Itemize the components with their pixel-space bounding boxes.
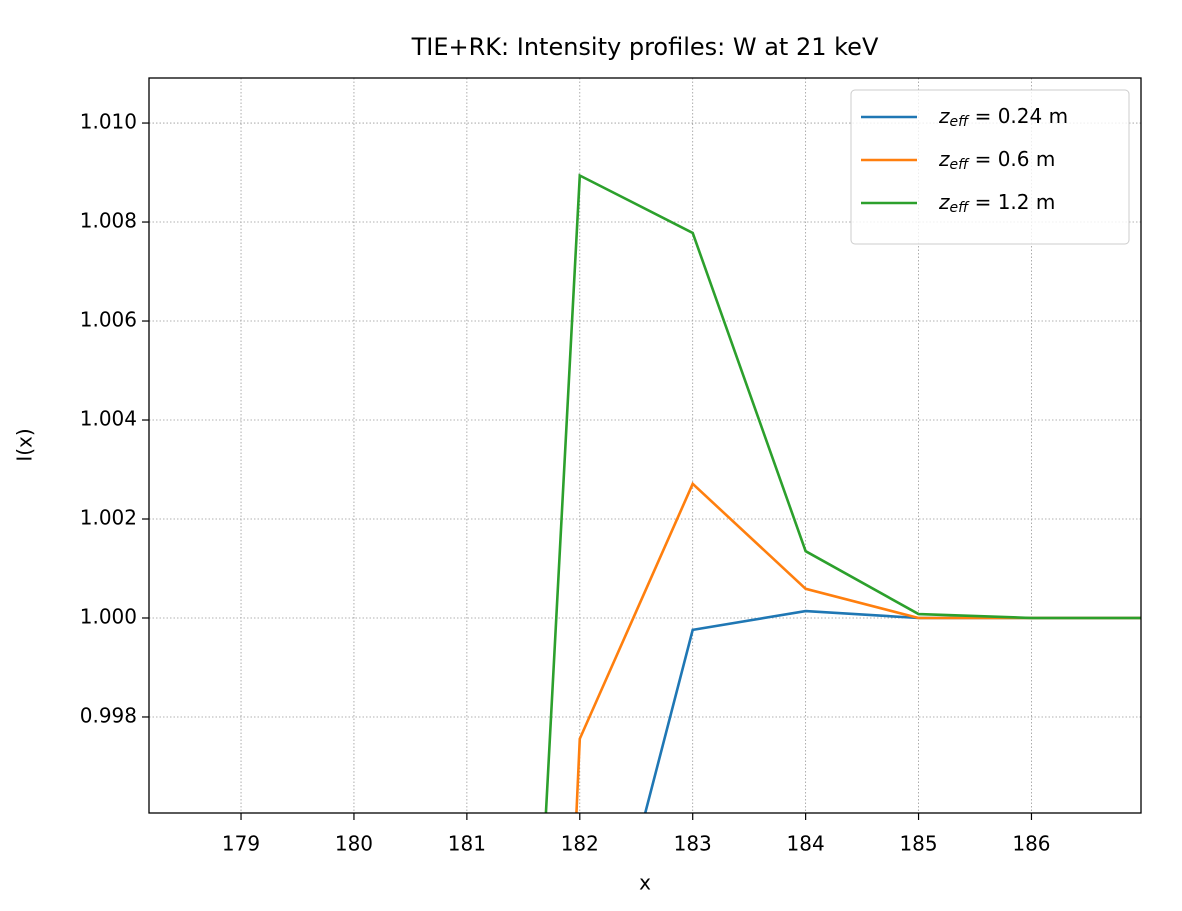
legend-label: zeff = 0.6 m — [938, 147, 1055, 174]
x-tick-label: 180 — [335, 832, 373, 856]
y-tick-label: 1.006 — [80, 308, 137, 332]
x-tick-label: 181 — [448, 832, 486, 856]
x-tick-label: 182 — [561, 832, 599, 856]
series-line — [544, 173, 1141, 813]
legend-box — [850, 89, 1130, 245]
x-tick-label: 186 — [1012, 832, 1050, 856]
y-tick-label: 1.000 — [80, 604, 137, 628]
legend: zeff = 0.24 m zeff = 0.6 m zeff = 1.2 m — [850, 89, 1130, 245]
y-tick-label: 1.002 — [80, 506, 137, 530]
legend-label: zeff = 0.24 m — [938, 104, 1068, 131]
y-tick-label: 0.998 — [80, 703, 137, 727]
plot-frame — [148, 77, 1142, 814]
plot-lines — [544, 173, 1141, 813]
y-tick-label: 1.004 — [80, 407, 137, 431]
y-axis-label: I(x) — [13, 428, 37, 461]
x-tick-label: 183 — [674, 832, 712, 856]
y-tick-label: 1.008 — [80, 209, 137, 233]
chart-title: TIE+RK: Intensity profiles: W at 21 keV — [411, 33, 879, 61]
x-tick-label: 184 — [787, 832, 825, 856]
x-tick-label: 179 — [222, 832, 260, 856]
y-tick-label: 1.010 — [80, 110, 137, 134]
x-tick-label: 185 — [899, 832, 937, 856]
legend-label: zeff = 1.2 m — [938, 190, 1055, 217]
x-axis-label: x — [639, 871, 651, 895]
